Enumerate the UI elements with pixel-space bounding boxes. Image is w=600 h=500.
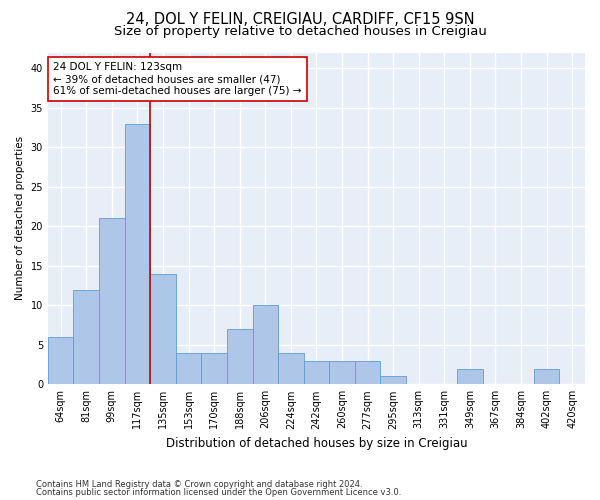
Text: Contains public sector information licensed under the Open Government Licence v3: Contains public sector information licen… — [36, 488, 401, 497]
Bar — [329, 360, 355, 384]
Bar — [176, 352, 202, 384]
Bar — [380, 376, 406, 384]
Bar — [48, 337, 73, 384]
Text: 24 DOL Y FELIN: 123sqm
← 39% of detached houses are smaller (47)
61% of semi-det: 24 DOL Y FELIN: 123sqm ← 39% of detached… — [53, 62, 302, 96]
Bar — [227, 329, 253, 384]
Bar — [99, 218, 125, 384]
Bar — [253, 306, 278, 384]
Bar — [457, 368, 482, 384]
Bar — [534, 368, 559, 384]
Bar — [278, 352, 304, 384]
Bar — [202, 352, 227, 384]
Text: 24, DOL Y FELIN, CREIGIAU, CARDIFF, CF15 9SN: 24, DOL Y FELIN, CREIGIAU, CARDIFF, CF15… — [125, 12, 475, 28]
Bar — [73, 290, 99, 384]
Y-axis label: Number of detached properties: Number of detached properties — [15, 136, 25, 300]
Text: Contains HM Land Registry data © Crown copyright and database right 2024.: Contains HM Land Registry data © Crown c… — [36, 480, 362, 489]
Bar — [355, 360, 380, 384]
Bar — [125, 124, 150, 384]
X-axis label: Distribution of detached houses by size in Creigiau: Distribution of detached houses by size … — [166, 437, 467, 450]
Text: Size of property relative to detached houses in Creigiau: Size of property relative to detached ho… — [113, 25, 487, 38]
Bar — [150, 274, 176, 384]
Bar — [304, 360, 329, 384]
